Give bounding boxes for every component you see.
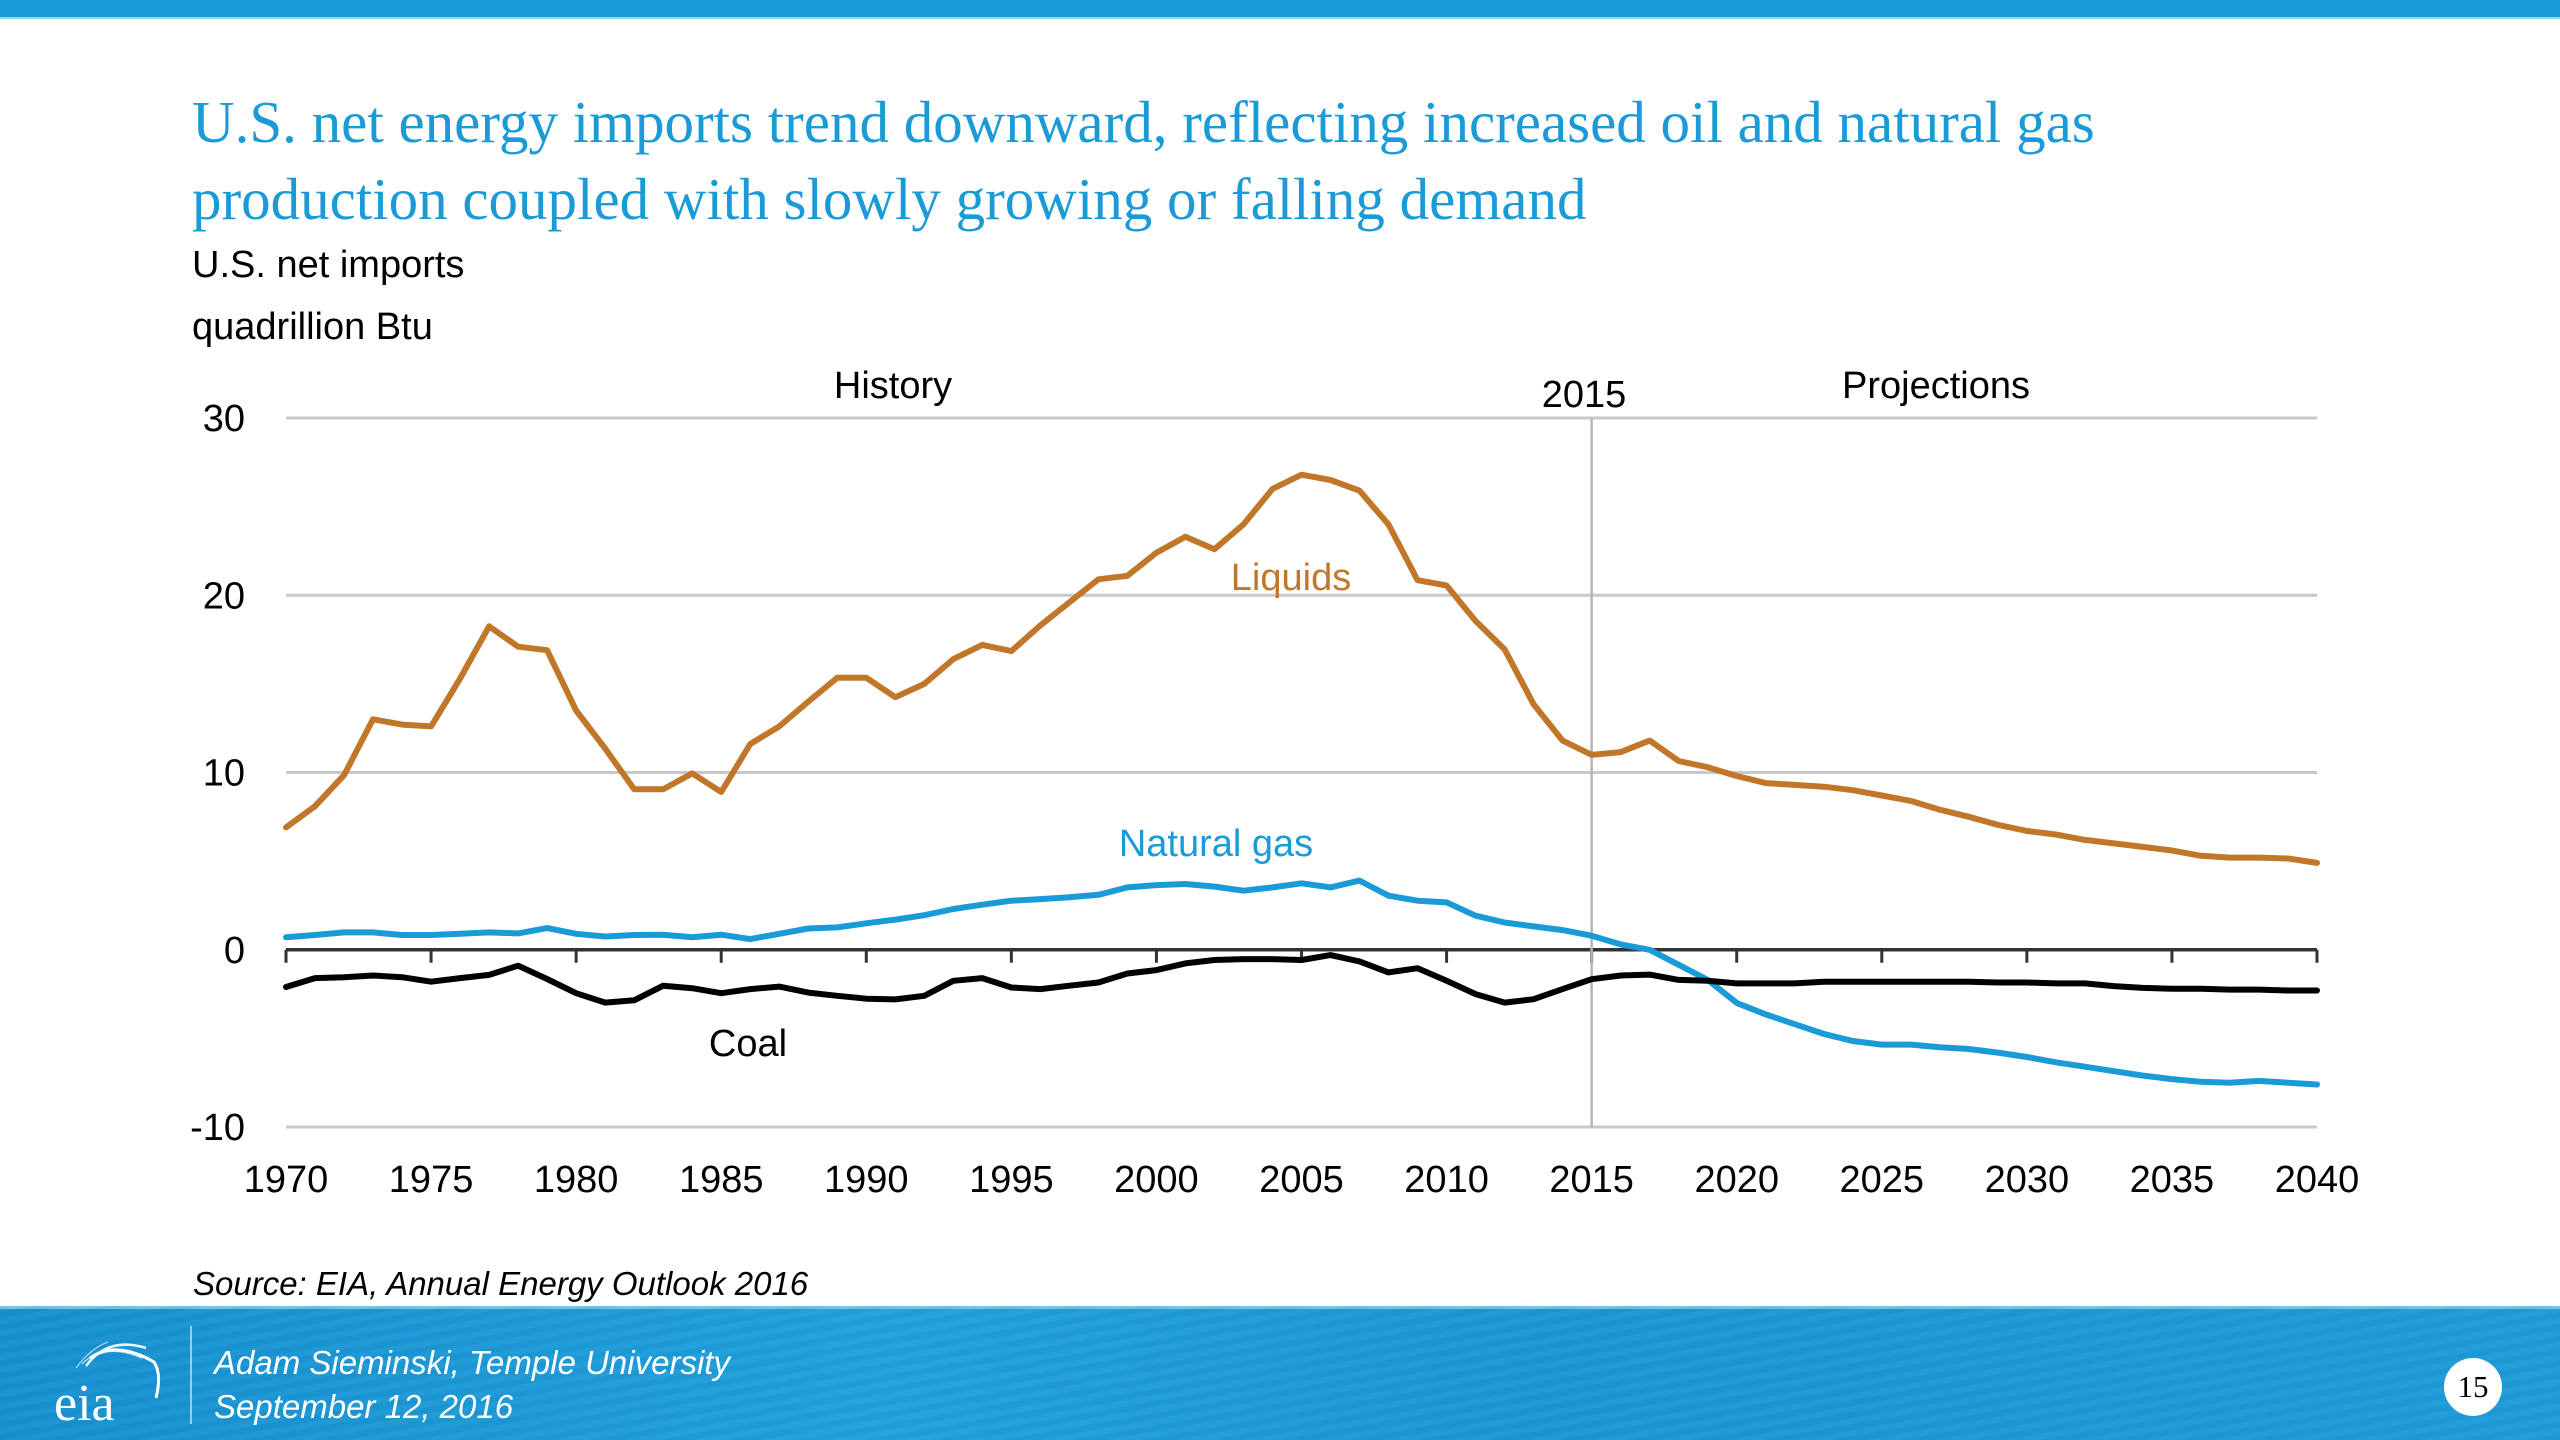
source-note: Source: EIA, Annual Energy Outlook 2016	[193, 1265, 809, 1302]
chart-title: U.S. net imports	[192, 244, 465, 286]
x-tick-label: 2025	[1840, 1159, 1925, 1201]
series-line-liquids	[283, 471, 2320, 866]
footer-divider	[190, 1326, 192, 1424]
slide-title-line-1: U.S. net energy imports trend downward, …	[192, 89, 2095, 155]
x-tick-label: 1985	[679, 1159, 764, 1201]
footer-band: eia Adam Sieminski, Temple University Se…	[0, 1306, 2560, 1440]
projections-label: Projections	[1842, 365, 2030, 407]
x-tick-label: 2035	[2130, 1159, 2215, 1201]
x-tick-label: 2030	[1985, 1159, 2070, 1201]
divider-year-label: 2015	[1542, 374, 1627, 416]
top-accent-bar	[0, 0, 2560, 19]
x-tick-label: 1990	[824, 1159, 909, 1201]
x-tick-label: 2010	[1404, 1159, 1489, 1201]
history-label: History	[834, 365, 952, 407]
eia-logo-icon: eia	[54, 1341, 161, 1428]
y-tick-labels: 30 20 10 0 -10	[190, 398, 245, 1149]
x-tick-label: 2020	[1694, 1159, 1779, 1201]
x-tick-label: 2040	[2275, 1159, 2360, 1201]
x-tick-label: 1970	[244, 1159, 329, 1201]
slide-title: U.S. net energy imports trend downward, …	[192, 84, 2492, 238]
y-axis-label: quadrillion Btu	[192, 306, 433, 348]
y-tick-label: 20	[203, 575, 245, 617]
footer-author: Adam Sieminski, Temple University	[214, 1344, 730, 1381]
series-label-coal: Coal	[709, 1023, 787, 1065]
y-tick-label: 0	[224, 930, 245, 972]
y-tick-label: 30	[203, 398, 245, 440]
series-label-natural-gas: Natural gas	[1119, 823, 1313, 865]
gridlines	[286, 416, 2317, 1129]
x-tick-label: 2000	[1114, 1159, 1199, 1201]
footer-date: September 12, 2016	[214, 1388, 514, 1425]
x-tick-label: 1975	[389, 1159, 474, 1201]
footer-texture	[0, 1306, 2560, 1440]
x-tick-label: 1980	[534, 1159, 619, 1201]
x-tick-label: 1995	[969, 1159, 1054, 1201]
series-line-natural-gas	[283, 877, 2320, 1088]
y-tick-label: 10	[203, 753, 245, 795]
x-tick-labels: 1970 1975 1980 1985 1990 1995 2000 2005 2010 2015…	[244, 1159, 2360, 1201]
series-label-liquids: Liquids	[1231, 557, 1351, 599]
series-line-coal	[283, 952, 2320, 1006]
y-tick-label: -10	[190, 1107, 245, 1149]
x-tick-label: 2005	[1259, 1159, 1344, 1201]
slide-title-line-2: production coupled with slowly growing o…	[192, 166, 1587, 232]
series-lines	[283, 471, 2320, 1088]
svg-text:eia: eia	[54, 1375, 115, 1428]
page-number-badge: 15	[2444, 1358, 2502, 1416]
x-tick-label: 2015	[1549, 1159, 1634, 1201]
